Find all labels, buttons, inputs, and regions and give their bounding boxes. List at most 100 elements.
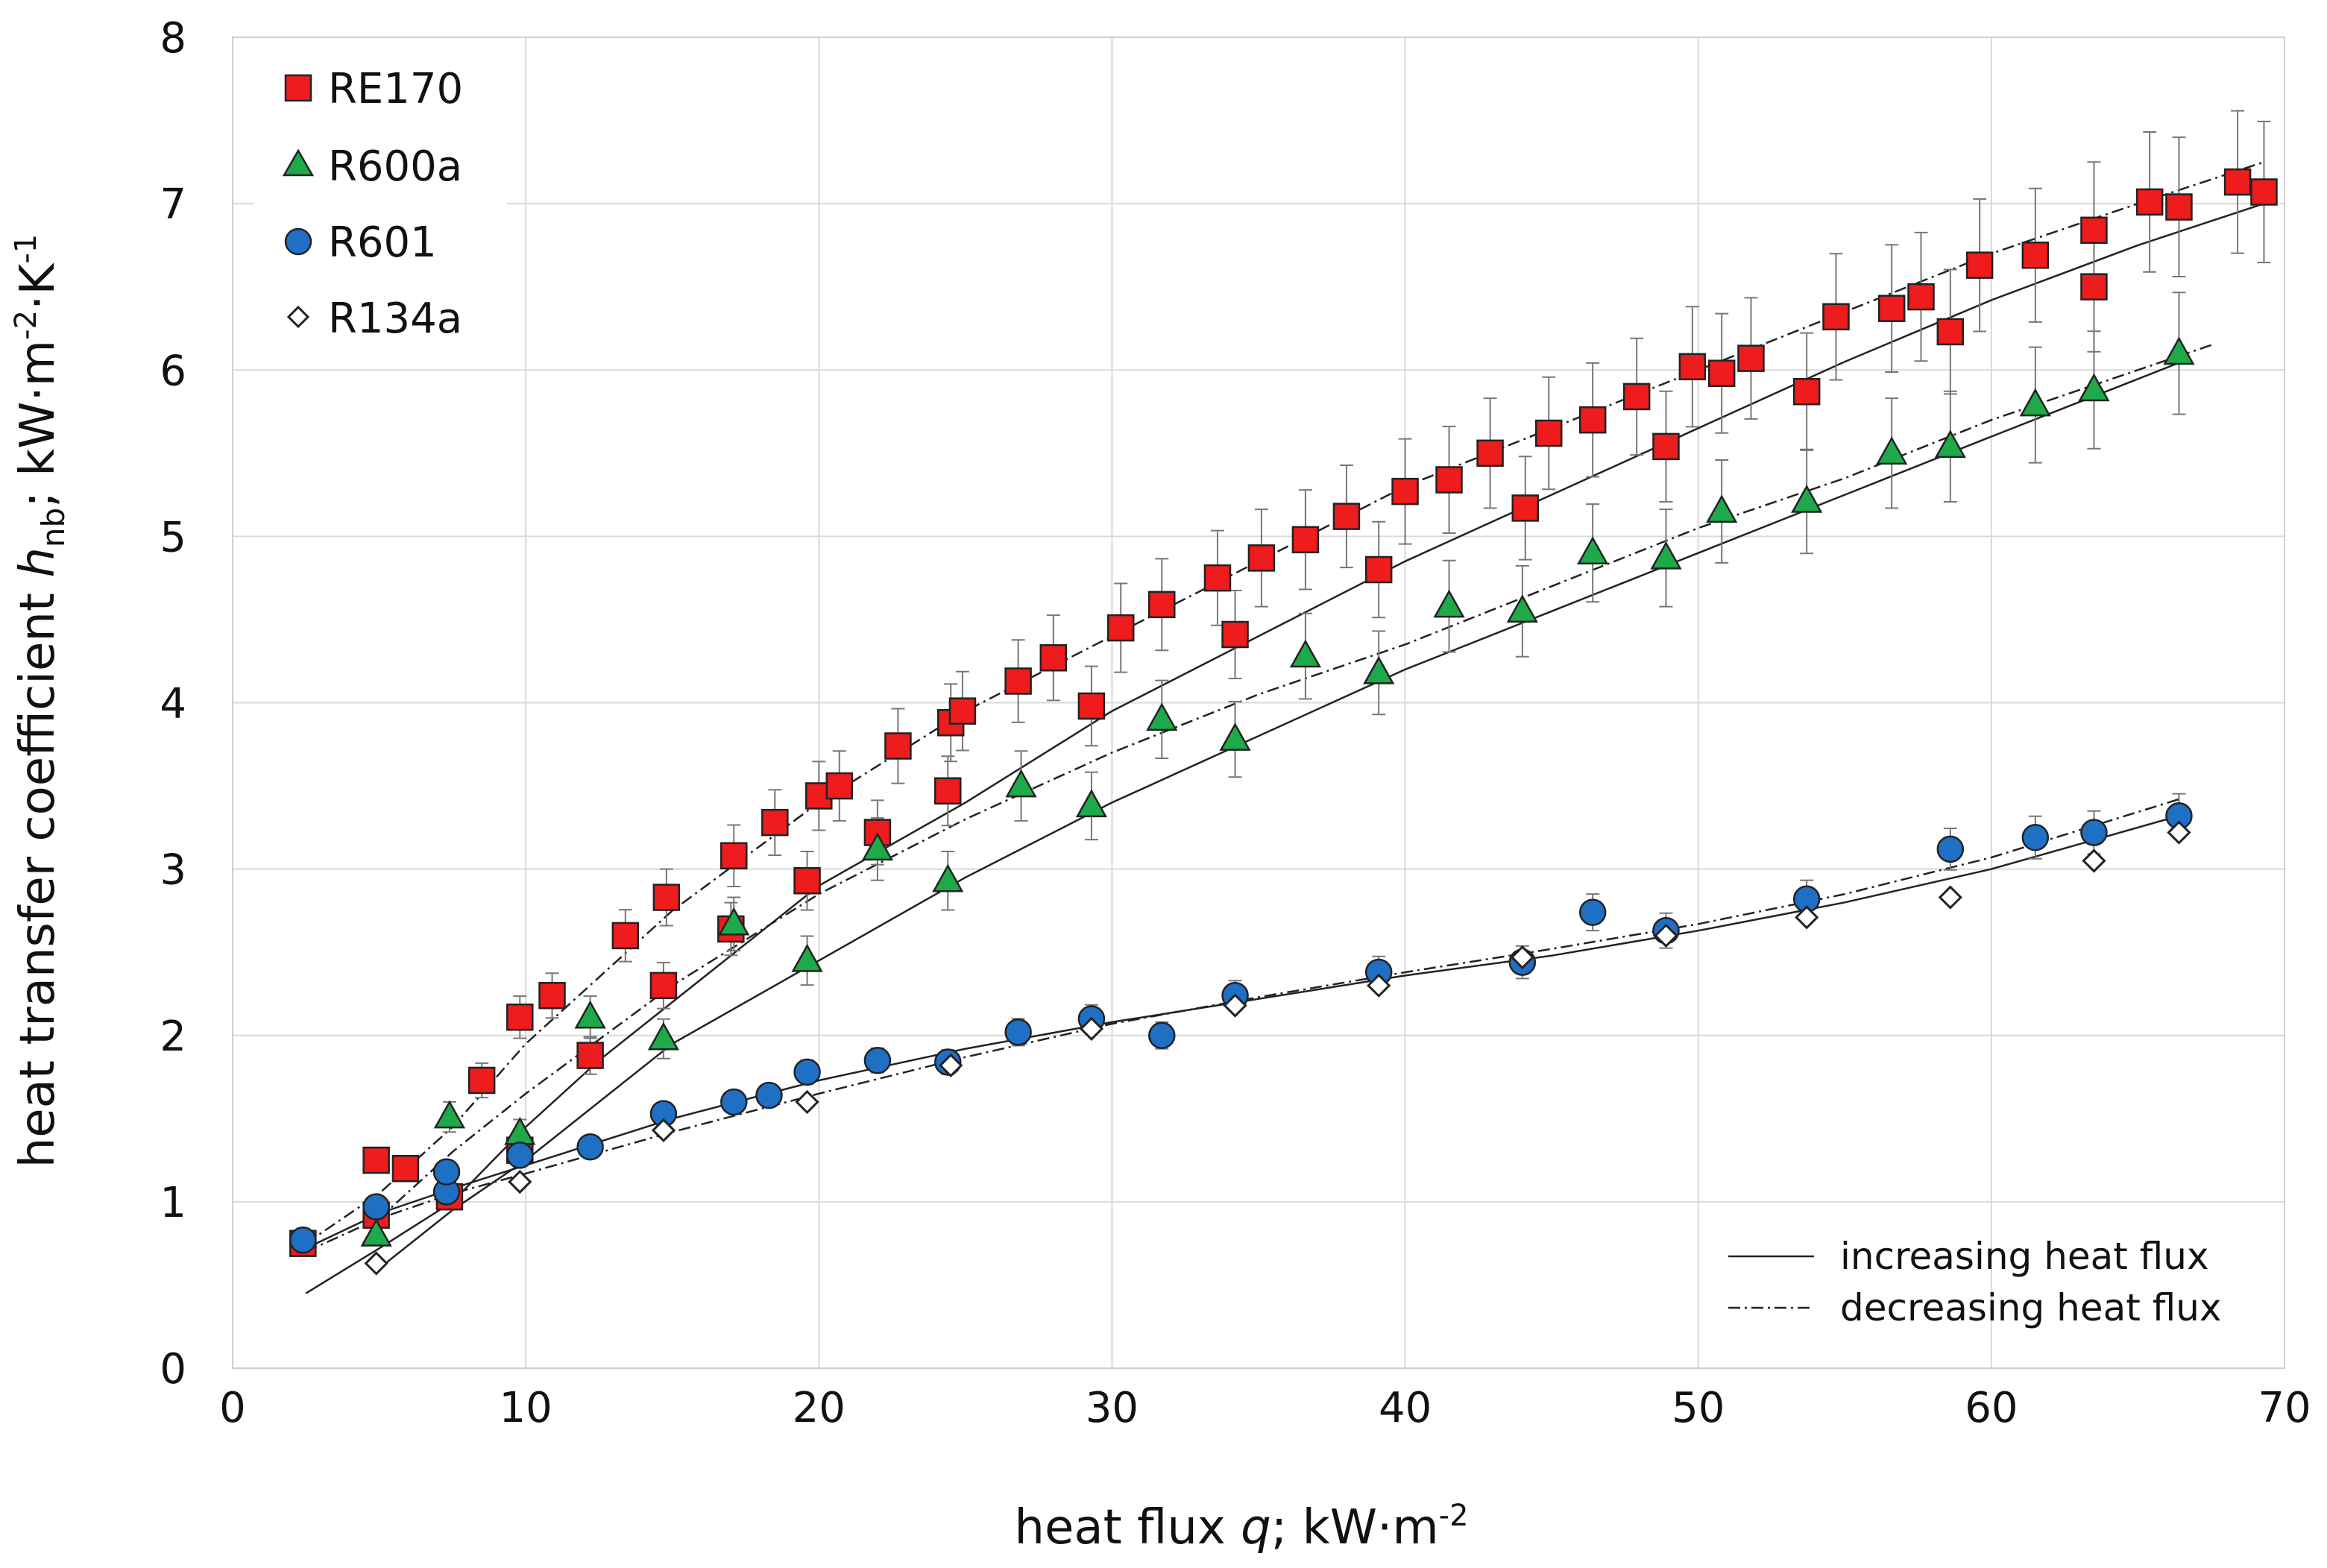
x-tick-20: 20 bbox=[793, 1384, 846, 1432]
x-tick-60: 60 bbox=[1965, 1384, 2018, 1432]
point-r600a-1 bbox=[433, 1100, 466, 1129]
point-r134a-0 bbox=[364, 1251, 388, 1276]
point-r601-18 bbox=[1578, 898, 1607, 926]
fit-line-re170-decreasing bbox=[305, 161, 2264, 1244]
point-r134a-13 bbox=[2167, 820, 2191, 845]
point-re170-55 bbox=[2135, 188, 2164, 216]
point-r600a-5 bbox=[718, 907, 750, 936]
point-r134a-7 bbox=[1367, 973, 1391, 998]
point-re170-52 bbox=[2021, 242, 2050, 269]
point-r601-8 bbox=[755, 1081, 783, 1109]
point-re170-20 bbox=[884, 732, 912, 760]
y-tick-5: 5 bbox=[160, 513, 186, 561]
point-r600a-9 bbox=[1005, 769, 1037, 798]
legend-label-r600a: R600a bbox=[328, 142, 462, 191]
legend-label-r134a: R134a bbox=[328, 295, 462, 343]
point-re170-28 bbox=[1148, 591, 1176, 619]
point-re170-21 bbox=[934, 777, 962, 805]
point-r134a-8 bbox=[1510, 945, 1534, 970]
y-tick-8: 8 bbox=[160, 14, 186, 63]
y-tick-labels: 0 1 2 3 4 5 6 7 8 bbox=[160, 14, 186, 1394]
point-r600a-13 bbox=[1289, 639, 1322, 668]
point-re170-53 bbox=[2080, 273, 2108, 300]
legend-marker-re170 bbox=[284, 74, 312, 102]
point-re170-34 bbox=[1364, 555, 1393, 584]
point-re170-44 bbox=[1707, 359, 1736, 387]
point-r134a-2 bbox=[651, 1118, 676, 1143]
point-r601-9 bbox=[793, 1058, 821, 1086]
point-re170-31 bbox=[1247, 544, 1276, 572]
y-tick-4: 4 bbox=[160, 680, 186, 728]
y-tick-3: 3 bbox=[160, 846, 186, 895]
point-r134a-9 bbox=[1654, 923, 1678, 948]
point-r600a-16 bbox=[1506, 594, 1538, 623]
point-re170-56 bbox=[2165, 193, 2193, 221]
point-r600a-12 bbox=[1219, 722, 1251, 751]
plot-area-border bbox=[232, 37, 2285, 1369]
x-tick-50: 50 bbox=[1672, 1384, 1725, 1432]
legend-marker-r601 bbox=[284, 227, 312, 256]
point-r601-14 bbox=[1148, 1021, 1176, 1049]
legend-label-r601: R601 bbox=[328, 218, 437, 267]
y-tick-1: 1 bbox=[160, 1179, 186, 1227]
fit-line-r600a-decreasing bbox=[378, 344, 2212, 1220]
point-r601-12 bbox=[1004, 1018, 1032, 1046]
x-tick-70: 70 bbox=[2258, 1384, 2311, 1432]
point-re170-5 bbox=[467, 1066, 496, 1095]
point-r600a-22 bbox=[1934, 429, 1966, 459]
point-r134a-5 bbox=[1079, 1016, 1104, 1041]
legend-marker-r134a bbox=[286, 305, 310, 329]
point-re170-11 bbox=[649, 972, 678, 1000]
point-r601-5 bbox=[576, 1133, 604, 1161]
point-re170-23 bbox=[948, 697, 977, 725]
point-re170-47 bbox=[1822, 303, 1850, 331]
point-re170-25 bbox=[1039, 644, 1068, 672]
x-tick-labels: 0 10 20 30 40 50 60 70 bbox=[219, 1384, 2311, 1432]
point-re170-36 bbox=[1435, 466, 1463, 494]
point-re170-32 bbox=[1291, 526, 1320, 554]
error-bars bbox=[296, 110, 2271, 1252]
fit-line-re170-increasing bbox=[305, 202, 2264, 1294]
point-r601-22 bbox=[2021, 823, 2050, 851]
point-re170-27 bbox=[1106, 614, 1135, 642]
point-re170-41 bbox=[1622, 382, 1651, 411]
point-re170-50 bbox=[1936, 318, 1965, 346]
point-re170-51 bbox=[1965, 251, 1994, 279]
point-re170-40 bbox=[1578, 406, 1607, 434]
point-r134a-4 bbox=[939, 1053, 963, 1078]
point-r600a-8 bbox=[932, 863, 964, 892]
fit-line-r601-increasing bbox=[305, 814, 2179, 1250]
point-re170-26 bbox=[1077, 692, 1106, 720]
y-axis-title: heat transfer coefficient hnb; kW·m-2·K-… bbox=[9, 234, 72, 1168]
point-re170-2 bbox=[362, 1146, 390, 1174]
y-tick-7: 7 bbox=[160, 180, 186, 229]
point-re170-12 bbox=[652, 884, 681, 911]
fit-lines bbox=[305, 161, 2264, 1294]
point-r600a-10 bbox=[1075, 789, 1108, 818]
x-axis-title: heat flux q; kW·m-2 bbox=[1014, 1499, 1468, 1555]
y-tick-2: 2 bbox=[160, 1013, 186, 1061]
point-r134a-6 bbox=[1223, 993, 1247, 1018]
y-tick-6: 6 bbox=[160, 347, 186, 395]
point-re170-43 bbox=[1678, 353, 1707, 381]
point-re170-49 bbox=[1907, 283, 1935, 311]
legend: RE170 R600a R601 R134a bbox=[254, 46, 507, 359]
point-re170-33 bbox=[1332, 503, 1361, 530]
point-re170-18 bbox=[825, 772, 854, 800]
legend-label-increasing: increasing heat flux bbox=[1840, 1235, 2209, 1278]
point-re170-29 bbox=[1203, 564, 1232, 592]
x-tick-40: 40 bbox=[1379, 1384, 1432, 1432]
point-re170-8 bbox=[538, 981, 566, 1010]
point-re170-14 bbox=[720, 842, 748, 870]
point-r600a-17 bbox=[1577, 536, 1609, 564]
point-r600a-14 bbox=[1363, 655, 1395, 684]
x-tick-0: 0 bbox=[219, 1384, 246, 1432]
point-re170-58 bbox=[2250, 178, 2278, 206]
point-re170-42 bbox=[1652, 432, 1680, 461]
point-r600a-24 bbox=[2078, 373, 2110, 402]
point-r600a-4 bbox=[647, 1021, 680, 1051]
point-r134a-1 bbox=[508, 1169, 532, 1194]
legend-marker-r600a bbox=[282, 148, 315, 177]
point-r600a-3 bbox=[574, 1000, 606, 1029]
